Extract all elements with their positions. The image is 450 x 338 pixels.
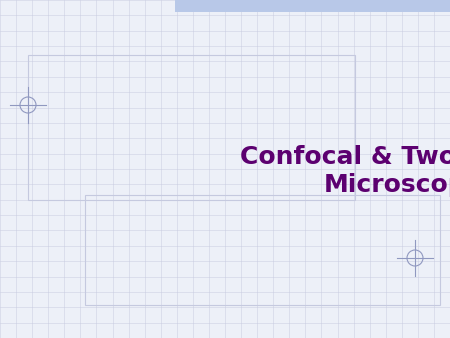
Bar xyxy=(175,0,450,12)
Bar xyxy=(28,55,355,200)
Text: Confocal & Two-photon
Microscopy: Confocal & Two-photon Microscopy xyxy=(240,145,450,197)
Bar xyxy=(85,195,440,305)
